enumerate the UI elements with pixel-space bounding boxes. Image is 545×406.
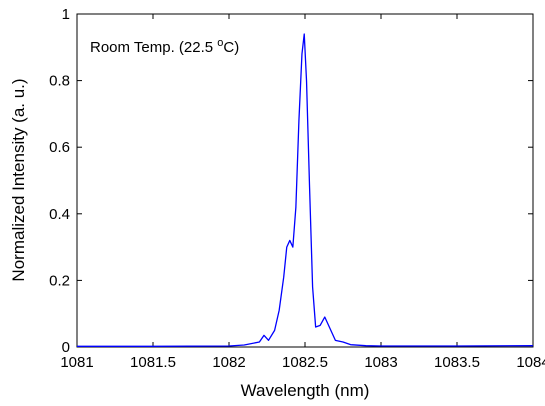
y-tick-label: 0 — [62, 339, 70, 356]
y-axis-label: Normalized Intensity (a. u.) — [9, 78, 28, 281]
annotation-prefix: Room Temp. (22.5 — [90, 39, 217, 56]
x-tick-label: 1084 — [516, 354, 545, 371]
x-tick-label: 1081.5 — [130, 354, 176, 371]
y-tick-label: 0.6 — [49, 139, 70, 156]
series-layer — [77, 33, 534, 347]
annotation: Room Temp. (22.5 oC) — [90, 37, 239, 56]
y-tick-label: 0.4 — [49, 206, 70, 223]
x-tick-label: 1082.5 — [282, 354, 328, 371]
x-tick-label: 1083.5 — [434, 354, 480, 371]
x-tick-label: 1082 — [212, 354, 245, 371]
series-line — [77, 33, 534, 347]
x-axis-label: Wavelength (nm) — [241, 381, 370, 400]
annotation-suffix: C) — [223, 39, 239, 56]
y-tick-label: 1 — [62, 6, 70, 23]
annotation-superscript: o — [217, 37, 223, 49]
ticks — [76, 13, 534, 348]
y-tick-label: 0.2 — [49, 272, 70, 289]
x-tick-label: 1083 — [364, 354, 397, 371]
plot-area — [76, 13, 534, 348]
y-tick-label: 0.8 — [49, 73, 70, 90]
tick-labels: 1081 1081.5 1082 1082.5 1083 1083.5 1084 0 0.2 0.… — [49, 6, 545, 371]
x-tick-label: 1081 — [60, 354, 93, 371]
